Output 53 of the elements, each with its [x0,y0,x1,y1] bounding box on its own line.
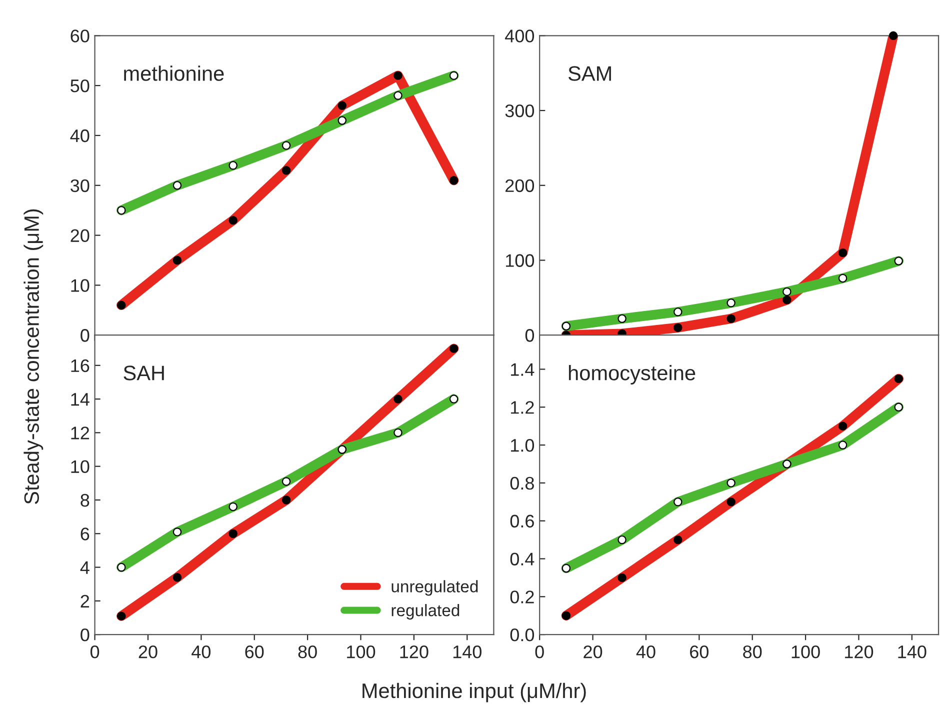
y-tick-label: 0 [80,628,90,642]
x-tick-label: 80 [743,645,762,658]
y-tick-label: 14 [71,393,90,406]
text: methionine [124,66,224,81]
y-tick-label: 400 [505,30,534,42]
y-tick-label: 1.2 [511,401,534,414]
legend-label: unregulated [392,580,478,596]
x-tick-label: 140 [898,645,926,658]
x-tick-label: 20 [584,645,602,658]
y-tick-label: 60 [70,30,90,42]
y-tick-label: 10 [71,460,90,474]
x-tick-label: 40 [636,645,656,658]
x-tick-label: 100 [347,645,376,658]
y-tick-label: 0.0 [510,628,534,642]
y-tick-label: 200 [506,179,534,192]
y-tick-label: 6 [80,528,90,540]
y-tick-label: 2 [80,594,90,608]
x-tick-label: 0 [90,645,100,658]
y-tick-label: 1.4 [511,363,534,376]
x-axis-title: Methionine input (μM/hr) [362,682,586,702]
text: SAH [124,366,164,380]
x-tick-label: 0 [535,645,544,658]
x-tick-label: 80 [298,645,317,658]
y-tick-label: 0.4 [510,552,534,566]
y-tick-label: 0.8 [510,476,534,490]
y-tick-label: 16 [71,359,90,372]
y-tick-label: 12 [71,426,90,440]
text: homocysteine [568,365,696,384]
y-tick-label: 40 [70,129,90,142]
y-tick-label: 0 [525,329,534,342]
y-tick-label: 0 [80,329,90,342]
text: SAM [568,66,611,81]
y-tick-label: 1.0 [511,438,534,452]
legend-label: regulated [392,604,460,620]
x-tick-label: 60 [245,645,264,658]
y-tick-label: 8 [80,494,90,507]
y-tick-label: 30 [70,179,90,192]
x-tick-label: 140 [453,645,482,658]
y-tick-label: 4 [80,561,90,574]
x-tick-label: 20 [138,645,158,658]
x-tick-label: 120 [845,645,874,658]
x-tick-label: 120 [400,645,428,658]
y-tick-label: 10 [71,279,90,292]
y-tick-label: 300 [505,104,534,118]
x-tick-label: 100 [792,645,820,658]
x-tick-label: 40 [192,645,211,658]
y-tick-label: 0.6 [510,514,534,528]
y-tick-label: 50 [70,79,90,92]
y-tick-label: 100 [506,254,534,267]
x-tick-label: 60 [690,645,709,658]
y-axis-title: Steady-state concentration (μM) [24,209,44,504]
y-tick-label: 20 [70,229,90,242]
y-tick-label: 0.2 [510,590,534,604]
